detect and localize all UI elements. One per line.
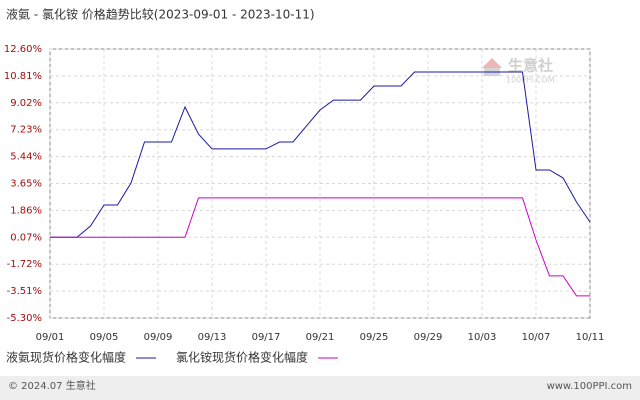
legend-label: 液氨现货价格变化幅度 — [6, 350, 126, 365]
watermark-icon — [482, 58, 502, 68]
series-line — [50, 197, 590, 297]
x-tick-label: 10/07 — [522, 332, 551, 343]
watermark: 生意社 100PPI.COM — [482, 57, 555, 85]
legend-label: 氯化铵现货价格变化幅度 — [176, 350, 308, 365]
chart-title: 液氨 - 氯化铵 价格趋势比较(2023-09-01 - 2023-10-11) — [6, 7, 315, 22]
y-tick-label: 12.60% — [4, 44, 42, 55]
y-tick-label: 10.81% — [4, 71, 42, 82]
x-tick-label: 09/01 — [36, 332, 65, 343]
x-tick-label: 10/11 — [576, 332, 605, 343]
footer-left: © 2024.07 生意社 — [8, 379, 96, 392]
x-tick-label: 09/13 — [198, 332, 227, 343]
y-tick-label: 1.86% — [10, 205, 42, 216]
x-tick-label: 09/29 — [414, 332, 443, 343]
y-tick-label: 7.23% — [10, 125, 42, 136]
y-tick-label: -1.72% — [7, 259, 42, 270]
footer-bar — [0, 376, 640, 400]
x-tick-label: 09/25 — [360, 332, 389, 343]
x-tick-label: 10/03 — [468, 332, 497, 343]
x-tick-label: 09/05 — [90, 332, 119, 343]
y-tick-label: -5.30% — [7, 313, 42, 324]
y-tick-label: 0.07% — [10, 232, 42, 243]
y-tick-label: -3.51% — [7, 286, 42, 297]
y-tick-label: 9.02% — [10, 98, 42, 109]
y-tick-label: 3.65% — [10, 179, 42, 190]
x-tick-label: 09/17 — [252, 332, 281, 343]
x-tick-label: 09/21 — [306, 332, 335, 343]
y-tick-label: 5.44% — [10, 152, 42, 163]
footer-right: www.100PPI.com — [547, 381, 632, 392]
watermark-name: 生意社 — [508, 57, 553, 75]
series-line — [50, 71, 591, 238]
watermark-site: 100PPI.COM — [506, 76, 555, 85]
x-tick-label: 09/09 — [144, 332, 173, 343]
